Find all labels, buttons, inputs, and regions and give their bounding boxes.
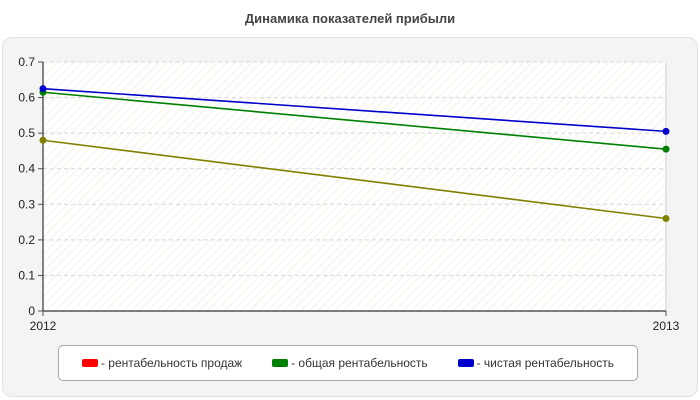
y-tick-label: 0.4	[18, 162, 35, 176]
axes	[38, 61, 667, 316]
chart-title: Динамика показателей прибыли	[244, 11, 456, 26]
legend-label: - рентабельность продаж	[100, 356, 243, 370]
series-line	[42, 87, 667, 133]
chart-legend: - рентабельность продаж - общая рентабел…	[58, 345, 638, 381]
legend-label: - чистая рентабельность	[476, 356, 615, 370]
series-line	[42, 139, 667, 220]
series-layer	[39, 85, 670, 223]
y-tick-label: 0.7	[18, 55, 35, 69]
series-line	[42, 91, 667, 150]
plot-area	[43, 62, 666, 311]
data-point[interactable]	[662, 215, 670, 223]
legend-swatch	[81, 359, 98, 367]
y-tick-label: 0.2	[18, 233, 35, 247]
y-tick-label: 0	[28, 304, 35, 318]
data-point[interactable]	[662, 145, 670, 153]
y-tick-label: 0.3	[18, 197, 35, 211]
data-point[interactable]	[662, 127, 670, 135]
legend-item-total-margin[interactable]: - общая рентабельность	[272, 356, 428, 370]
legend-swatch	[272, 359, 289, 367]
legend-item-sales-margin[interactable]: - рентабельность продаж	[81, 356, 243, 370]
y-tick-label: 0.6	[18, 91, 35, 105]
x-tick-label: 2012	[30, 319, 57, 333]
x-tick-label: 2013	[653, 319, 680, 333]
tick-labels: 0 0.1 0.2 0.3 0.4 0.5 0.6 0.7 2012 2013	[18, 55, 679, 333]
y-tick-label: 0.5	[18, 126, 35, 140]
legend-label: - общая рентабельность	[291, 356, 428, 370]
grid-lines	[43, 61, 666, 276]
data-point[interactable]	[39, 136, 47, 144]
legend-swatch	[457, 359, 474, 367]
legend-item-net-margin[interactable]: - чистая рентабельность	[457, 356, 615, 370]
y-tick-label: 0.1	[18, 268, 35, 282]
data-point[interactable]	[39, 85, 47, 93]
